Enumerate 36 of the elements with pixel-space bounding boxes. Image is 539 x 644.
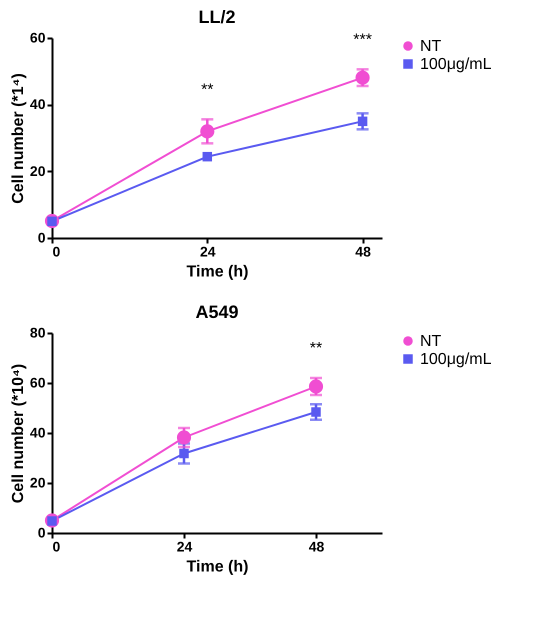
point bbox=[202, 152, 212, 162]
point bbox=[179, 448, 189, 458]
point bbox=[356, 70, 370, 85]
y-tick-label: 0 bbox=[38, 524, 46, 540]
x-tick-label: 48 bbox=[308, 538, 324, 554]
annotation: ** bbox=[310, 340, 322, 357]
x-tick-label: 0 bbox=[52, 538, 60, 554]
y-tick-label: 0 bbox=[38, 230, 46, 246]
point bbox=[358, 116, 368, 126]
point bbox=[200, 124, 214, 138]
y-tick-label: 20 bbox=[30, 474, 46, 490]
legend-label: NT bbox=[420, 333, 442, 350]
y-tick-label: 40 bbox=[30, 96, 46, 112]
point bbox=[311, 407, 321, 417]
x-tick-label: 0 bbox=[52, 244, 60, 260]
x-tick-label: 24 bbox=[200, 244, 216, 260]
y-tick-label: 60 bbox=[30, 374, 46, 390]
y-tick-label: 20 bbox=[30, 162, 46, 179]
x-tick-label: 24 bbox=[176, 538, 192, 554]
point bbox=[308, 379, 324, 394]
chart-title: A549 bbox=[195, 302, 239, 322]
y-tick-label: 60 bbox=[30, 30, 46, 46]
x-axis-title: Time (h) bbox=[186, 264, 248, 280]
chart-title: LL/2 bbox=[198, 7, 236, 27]
x-axis-title: Time (h) bbox=[186, 558, 248, 576]
x-tick-label: 48 bbox=[355, 244, 372, 260]
y-tick-label: 80 bbox=[30, 324, 46, 340]
legend-label: 100μg/mL bbox=[420, 56, 492, 73]
legend-label: NT bbox=[420, 38, 442, 55]
y-axis-title: Cell number (*1⁴) bbox=[10, 73, 27, 204]
y-axis-title: Cell number (*10⁴) bbox=[10, 364, 27, 504]
annotation: ** bbox=[201, 81, 214, 98]
annotation: *** bbox=[353, 31, 372, 48]
y-tick-label: 40 bbox=[30, 424, 46, 440]
point bbox=[176, 430, 192, 445]
legend-label: 100μg/mL bbox=[420, 351, 492, 368]
